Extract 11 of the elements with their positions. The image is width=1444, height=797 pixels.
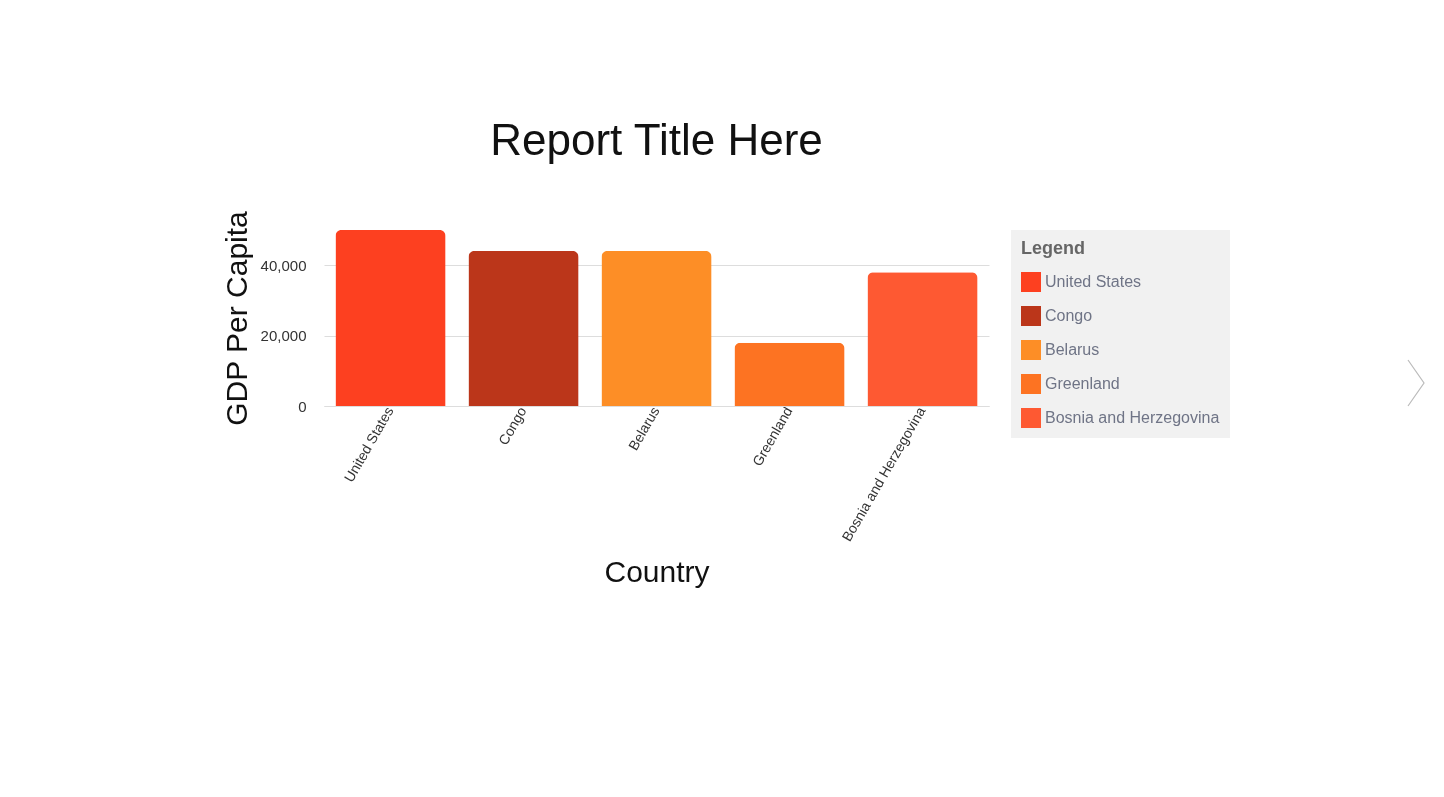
y-tick-label: 40,000: [260, 256, 307, 274]
legend-label: Belarus: [1045, 341, 1100, 358]
y-tick-label: 20,000: [260, 327, 307, 345]
legend-label: Greenland: [1045, 375, 1120, 392]
y-axis-title: GDP Per Capita: [219, 210, 253, 426]
legend-title: Legend: [1021, 238, 1086, 258]
legend-label: United States: [1045, 273, 1142, 290]
x-axis-title: Country: [604, 555, 710, 589]
chart-title: Report Title Here: [490, 115, 823, 165]
y-tick-label: 0: [298, 397, 307, 415]
legend-label: Congo: [1045, 307, 1093, 324]
